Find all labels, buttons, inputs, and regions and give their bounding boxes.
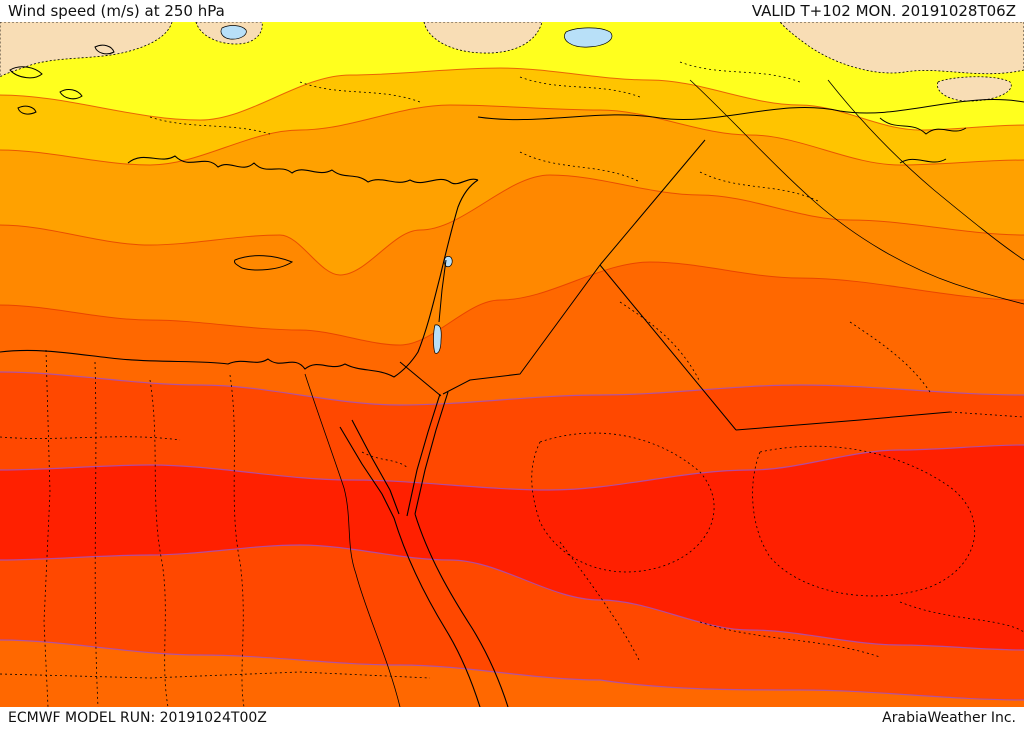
model-run-label: ECMWF MODEL RUN: 20191024T00Z [8, 710, 267, 726]
islands [9, 44, 294, 271]
rivers [304, 79, 1024, 707]
contour-lines-purple [0, 371, 1024, 701]
map-area [0, 22, 1024, 707]
credit-label: ArabiaWeather Inc. [882, 710, 1016, 726]
band-pale-patches [0, 22, 1024, 102]
map-title: Wind speed (m/s) at 250 hPa [8, 2, 225, 20]
lakes [220, 25, 613, 354]
windspeed-map-svg [0, 22, 1024, 707]
country-borders-solid [399, 99, 1024, 431]
admin-borders-dotted [0, 61, 1024, 707]
footer-bar: ECMWF MODEL RUN: 20191024T00Z ArabiaWeat… [0, 707, 1024, 729]
header-bar: Wind speed (m/s) at 250 hPa VALID T+102 … [0, 0, 1024, 22]
valid-time-label: VALID T+102 MON. 20191028T06Z [751, 2, 1016, 20]
coastline [0, 155, 509, 707]
contour-lines-warm [0, 67, 1024, 346]
